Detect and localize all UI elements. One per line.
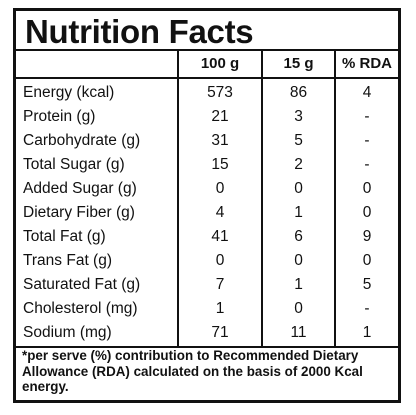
row-value-100g: 7: [215, 276, 225, 293]
row-value-rda: -: [364, 132, 370, 149]
header-divider: [16, 77, 398, 79]
row-value-100g: 31: [211, 132, 229, 149]
row-value-15g: 3: [294, 108, 303, 125]
row-value-100g: 15: [211, 156, 229, 173]
row-label: Sodium (mg): [23, 324, 112, 341]
row-value-100g: 41: [211, 228, 229, 245]
row-value-15g: 2: [294, 156, 303, 173]
nutrition-title: Nutrition Facts: [25, 13, 254, 50]
row-value-100g: 573: [207, 84, 233, 101]
row-value-rda: -: [364, 300, 370, 317]
row-value-rda: 1: [362, 324, 372, 341]
row-label: Trans Fat (g): [23, 252, 112, 269]
footnote-divider: [16, 346, 398, 348]
row-value-rda: -: [364, 156, 370, 173]
row-value-15g: 0: [294, 180, 303, 197]
row-value-100g: 0: [215, 252, 225, 269]
row-label: Saturated Fat (g): [23, 276, 141, 293]
column-header-rda: % RDA: [341, 55, 392, 72]
row-label: Dietary Fiber (g): [23, 204, 135, 221]
column-header-15g: 15 g: [283, 55, 314, 72]
row-value-rda: 0: [362, 204, 372, 221]
row-value-15g: 1: [294, 276, 303, 293]
row-value-100g: 21: [211, 108, 229, 125]
row-value-rda: 0: [362, 180, 372, 197]
row-label: Total Sugar (g): [23, 156, 125, 173]
row-label: Added Sugar (g): [23, 180, 137, 197]
row-label: Cholesterol (mg): [23, 300, 138, 317]
row-value-rda: -: [364, 108, 370, 125]
row-value-100g: 71: [211, 324, 229, 341]
row-value-rda: 5: [362, 276, 372, 293]
column-divider-3: [334, 49, 336, 346]
row-value-rda: 4: [362, 84, 372, 101]
nutrition-facts-panel: Nutrition Facts 100 g 15 g % RDA Energy …: [13, 8, 401, 403]
row-label: Total Fat (g): [23, 228, 106, 245]
row-value-15g: 0: [294, 252, 303, 269]
row-label: Carbohydrate (g): [23, 132, 141, 149]
row-value-100g: 0: [215, 180, 225, 197]
row-value-rda: 9: [362, 228, 372, 245]
title-divider: [16, 49, 398, 51]
row-value-100g: 4: [215, 204, 225, 221]
column-divider-2: [261, 49, 263, 346]
row-value-100g: 1: [215, 300, 225, 317]
row-value-15g: 0: [294, 300, 303, 317]
row-value-15g: 11: [290, 324, 307, 341]
row-value-15g: 86: [289, 84, 308, 101]
row-value-15g: 5: [294, 132, 303, 149]
column-header-100g: 100 g: [200, 55, 240, 72]
row-label: Protein (g): [23, 108, 96, 125]
column-divider-1: [177, 49, 179, 346]
row-value-rda: 0: [362, 252, 372, 269]
row-value-15g: 1: [294, 204, 303, 221]
rda-footnote: *per serve (%) contribution to Recommend…: [22, 348, 363, 394]
row-value-15g: 6: [294, 228, 303, 245]
row-label: Energy (kcal): [23, 84, 115, 101]
